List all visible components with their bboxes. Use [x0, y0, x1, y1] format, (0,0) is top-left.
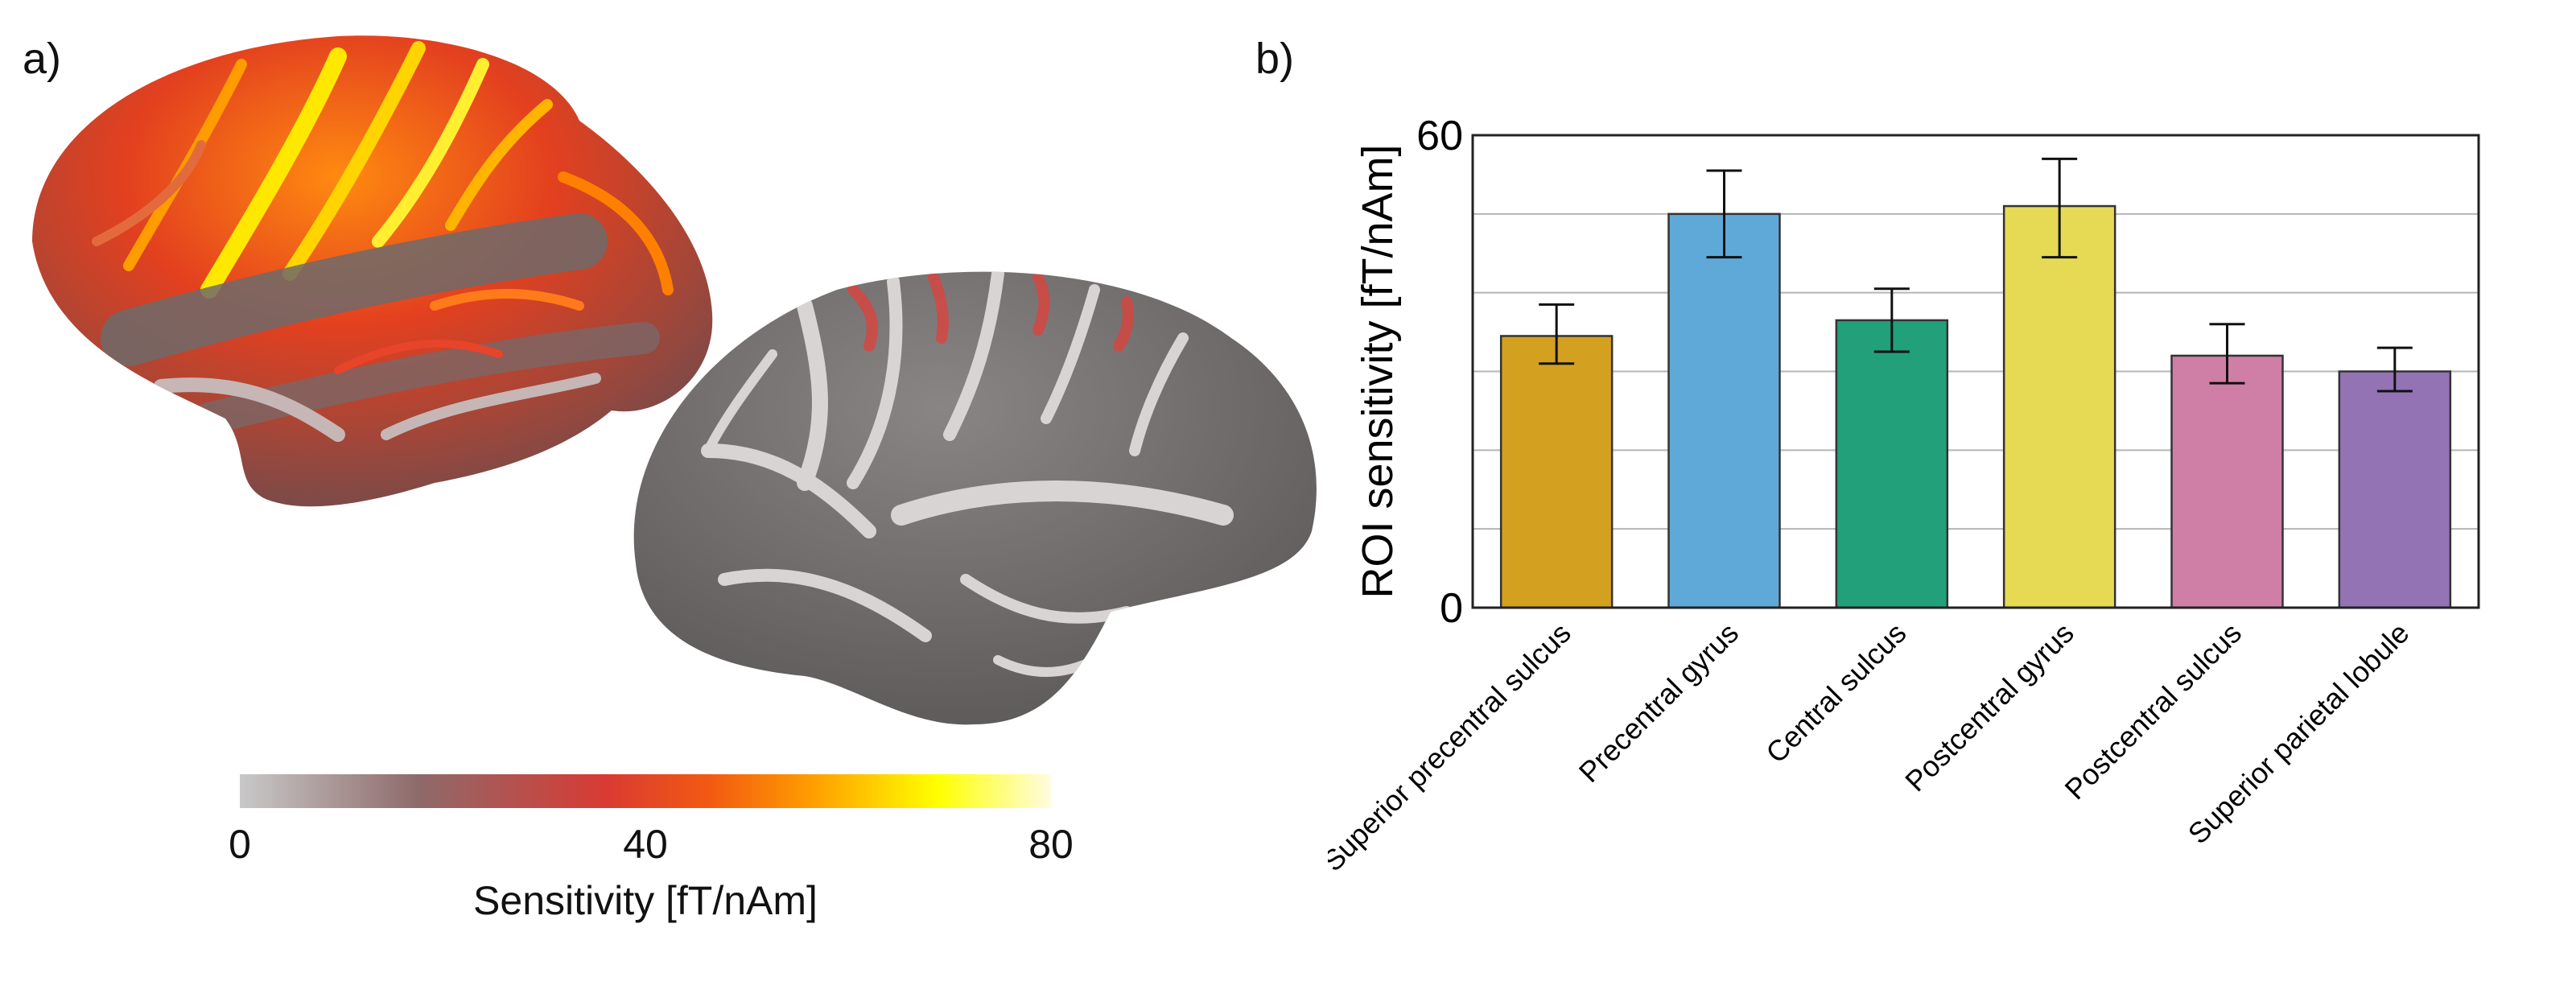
bar-4	[2170, 354, 2284, 609]
error-bar-3	[2042, 157, 2078, 259]
x-tick-label-1: Precentral gyrus	[1572, 617, 1745, 789]
error-bar-1	[1706, 169, 1742, 259]
colorbar-tick-80: 80	[1028, 822, 1074, 867]
bar-3	[2002, 204, 2116, 609]
bar-1	[1667, 212, 1781, 609]
brain-surface-images	[32, 35, 1317, 725]
panel-a-label: a)	[23, 35, 62, 83]
panel-b-label: b)	[1255, 35, 1295, 83]
roi-sensitivity-chart: 0 60 Superior precentral sulcusPrecentral…	[1328, 113, 2480, 878]
x-tick-label-4: Postcentral sulcus	[2059, 617, 2248, 806]
colorbar-tick-0: 0	[229, 822, 251, 867]
y-tick-label-0: 0	[1440, 585, 1463, 632]
y-axis-ticks: 0 60	[1416, 113, 1463, 632]
y-axis-label: ROI sensitivity [fT/nAm]	[1354, 144, 1402, 598]
y-tick-label-1: 60	[1416, 113, 1463, 159]
bar-5	[2338, 370, 2452, 609]
chart-grid	[1473, 212, 2479, 530]
colorbar-tick-40: 40	[623, 822, 668, 867]
x-tick-label-0: Superior precentral sulcus	[1328, 617, 1577, 878]
right-hemisphere-image	[633, 271, 1317, 725]
chart-error-bars	[1539, 157, 2413, 393]
sensitivity-colorbar	[240, 774, 1051, 808]
error-bar-0	[1539, 303, 1575, 365]
chart-bars	[1499, 204, 2452, 609]
error-bar-2	[1873, 287, 1910, 353]
bar-2	[1835, 319, 1949, 609]
bar-0	[1499, 335, 1614, 609]
error-bar-5	[2376, 346, 2413, 393]
error-bar-4	[2209, 323, 2245, 385]
colorbar-title: Sensitivity [fT/nAm]	[473, 878, 818, 923]
plot-frame	[1471, 134, 2480, 609]
left-hemisphere-image	[32, 35, 713, 507]
x-tick-label-3: Postcentral gyrus	[1898, 617, 2080, 798]
x-tick-label-2: Central sulcus	[1759, 617, 1912, 769]
